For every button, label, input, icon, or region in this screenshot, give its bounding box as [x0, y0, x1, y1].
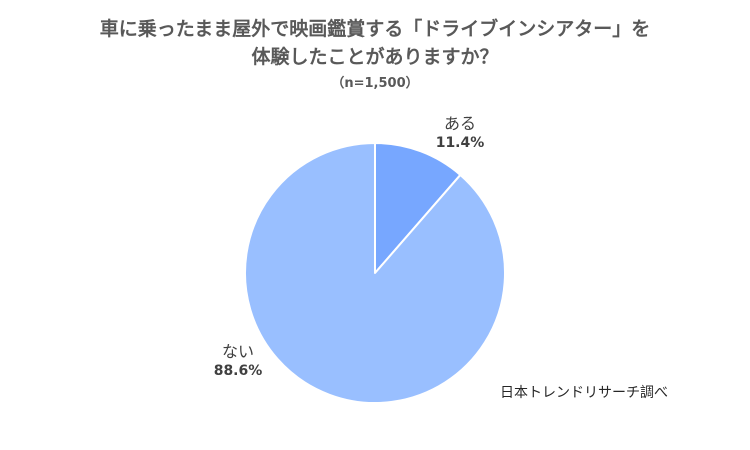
chart-title-line-1: 車に乗ったまま屋外で映画鑑賞する「ドライブインシアター」を — [99, 18, 651, 40]
slice-label-nai: ない 88.6% — [198, 342, 278, 380]
slice-label-category: ない — [221, 342, 254, 361]
slice-label-category: ある — [443, 114, 476, 133]
pie-slice-aru — [374, 142, 462, 274]
pie-slice-nai — [244, 142, 506, 404]
source-note: 日本トレンドリサーチ調べ — [500, 385, 668, 401]
slice-label-value: 11.4% — [435, 135, 485, 151]
slice-label-aru: ある 11.4% — [420, 114, 500, 152]
chart-subtitle: （n=1,500） — [331, 76, 419, 91]
slice-label-value: 88.6% — [213, 363, 263, 379]
chart-title-line-2: 体験したことがありますか？ — [251, 46, 499, 68]
